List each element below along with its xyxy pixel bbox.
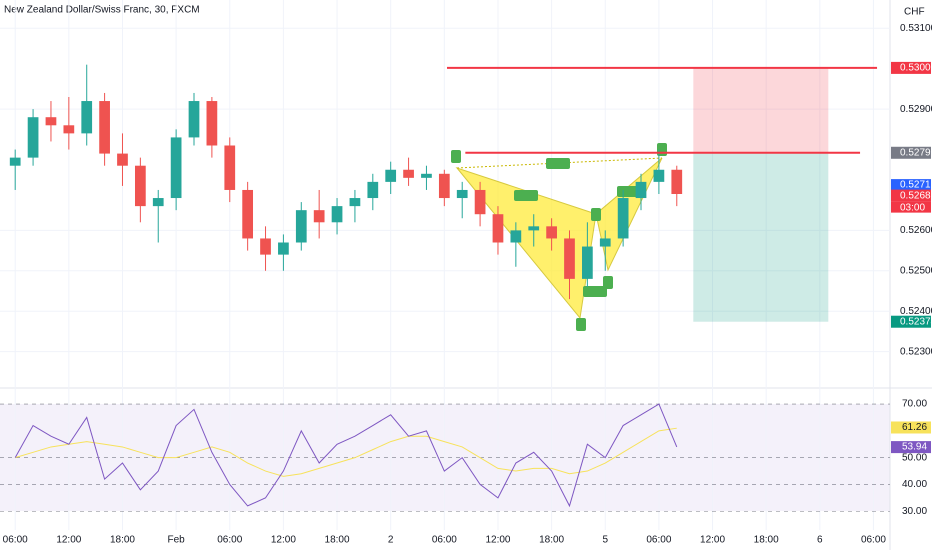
candle-body [63,125,75,134]
rsi-badge [891,441,931,454]
x-tick-label: 12:00 [700,535,725,546]
candle-body [671,169,683,194]
price-badge-label: 0.52374 [900,316,932,327]
rsi-badge-label: 61.26 [902,422,927,433]
candle-body [295,210,307,243]
position-risk [693,67,829,153]
x-tick-label: 18:00 [754,535,779,546]
pattern-point [451,150,461,163]
candle-body [617,198,629,239]
rsi-tick-label: 50.00 [902,452,927,463]
candle-body [582,246,593,279]
candle-body [99,101,110,154]
candle-body [653,169,665,182]
candle-body [242,189,254,239]
candle-body [385,169,397,182]
rsi-badge [891,421,931,434]
pattern-ratio [583,286,607,297]
chart-title: New Zealand Dollar/Swiss Franc, 30, FXCM [4,5,200,16]
rsi-tick-label: 30.00 [902,506,927,517]
candle-body [635,181,647,199]
currency: CHF [904,7,925,18]
x-tick-label: 06:00 [432,535,457,546]
price-badge-label: 0.53002 [900,63,932,74]
candle-body [260,238,271,255]
rsi-tick-label: 70.00 [902,399,927,410]
x-tick-label: 12:00 [485,535,510,546]
candle-body [9,157,21,166]
candle-body [349,198,361,207]
price-badge [891,315,931,328]
pattern-point [576,318,586,331]
candle-body [81,101,93,134]
candle-body [170,137,182,199]
candle-body [27,117,39,158]
candle-body [564,238,575,279]
rsi-line [15,427,677,477]
pattern-ratio [546,158,570,169]
candle-body [117,153,128,166]
x-tick-label: 18:00 [539,535,564,546]
price-badge [891,61,931,74]
price-badge [891,146,931,159]
candle-body [331,206,343,223]
price-badge [891,179,931,192]
pattern-ratio [514,190,538,201]
countdown: 03:00 [900,202,925,213]
candle-body [152,198,164,207]
candle-body [45,117,57,126]
x-tick-label: Feb [168,535,186,546]
candle-body [206,101,218,146]
price-badge [891,189,931,202]
x-tick-label: 12:00 [271,535,296,546]
x-tick-label: 5 [602,535,608,546]
rsi-badge-label: 53.94 [902,442,927,453]
candle-body [438,173,450,199]
x-tick-label: 6 [817,535,823,546]
candle-body [456,189,468,199]
candle-body [421,173,432,178]
candle-body [510,230,522,243]
candle-body [528,226,540,231]
x-tick-label: 06:00 [861,535,886,546]
candle-body [599,238,611,247]
rsi-band [0,404,890,511]
candle-body [278,242,289,255]
position-reward [693,152,829,322]
pattern-point [591,208,601,221]
rsi-tick-label: 40.00 [902,479,927,490]
x-tick-label: 12:00 [56,535,81,546]
candle-body [546,226,557,239]
price-badge-label: 0.52686 [900,190,932,201]
x-tick-label: 06:00 [217,535,242,546]
countdown-badge [891,201,931,213]
candle-body [403,169,414,178]
rsi-line [14,403,678,508]
candle-body [492,214,504,243]
x-tick-label: 06:00 [3,535,28,546]
x-tick-label: 18:00 [325,535,350,546]
pattern-point [603,276,613,289]
candle-body [224,145,236,190]
x-tick-label: 18:00 [110,535,135,546]
candle-body [188,101,200,138]
candle-body [313,210,325,223]
price-badge-label: 0.52712 [900,180,932,191]
x-tick-label: 06:00 [646,535,671,546]
candle-body [474,189,486,215]
x-tick-label: 2 [388,535,394,546]
candle-body [367,181,379,199]
candle-body [134,165,146,207]
price-badge-label: 0.52792 [900,147,932,158]
